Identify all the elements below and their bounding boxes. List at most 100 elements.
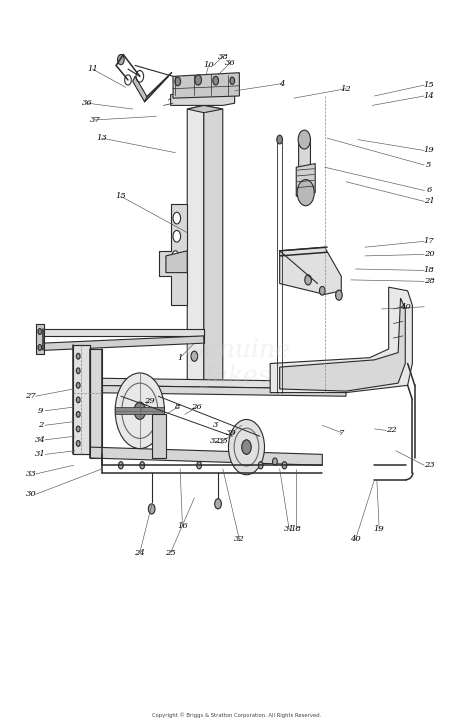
Text: 1: 1	[177, 353, 183, 362]
Text: Genuine
Jakes: Genuine Jakes	[184, 339, 290, 388]
Polygon shape	[43, 336, 204, 350]
Circle shape	[76, 353, 80, 359]
Polygon shape	[187, 105, 204, 393]
Text: 15: 15	[424, 81, 434, 89]
Circle shape	[282, 462, 287, 469]
Text: 6: 6	[426, 186, 432, 195]
Text: 12: 12	[341, 84, 351, 93]
Circle shape	[273, 458, 277, 465]
Polygon shape	[270, 287, 412, 393]
Circle shape	[118, 55, 124, 65]
Text: 31: 31	[284, 525, 294, 534]
Circle shape	[76, 382, 80, 388]
Text: 27: 27	[26, 392, 36, 401]
Text: 31: 31	[35, 450, 46, 459]
Text: 40: 40	[350, 535, 361, 544]
Circle shape	[277, 135, 283, 144]
Polygon shape	[166, 251, 187, 273]
Circle shape	[195, 75, 201, 85]
Polygon shape	[90, 349, 102, 458]
Circle shape	[319, 286, 325, 295]
Circle shape	[76, 411, 80, 417]
Text: 32: 32	[234, 535, 245, 544]
Circle shape	[76, 368, 80, 374]
Text: 26: 26	[191, 403, 202, 411]
Text: 24: 24	[135, 548, 145, 557]
Text: 36: 36	[82, 99, 93, 108]
Circle shape	[175, 77, 181, 86]
Text: 3: 3	[213, 421, 219, 430]
Circle shape	[228, 419, 264, 475]
Polygon shape	[90, 447, 322, 465]
Text: 39: 39	[226, 428, 237, 437]
Circle shape	[76, 397, 80, 403]
Text: 30: 30	[26, 490, 36, 499]
Text: 18: 18	[291, 525, 301, 534]
Text: 36: 36	[225, 59, 235, 68]
Text: 8: 8	[175, 403, 181, 411]
Circle shape	[76, 426, 80, 432]
Polygon shape	[43, 329, 204, 336]
Polygon shape	[85, 385, 346, 396]
Circle shape	[242, 440, 251, 454]
Text: 11: 11	[87, 65, 98, 73]
Circle shape	[297, 180, 314, 206]
Circle shape	[38, 345, 42, 350]
Text: 21: 21	[424, 197, 434, 206]
Text: 23: 23	[424, 461, 434, 470]
Circle shape	[38, 329, 42, 334]
Circle shape	[172, 251, 179, 261]
Circle shape	[140, 462, 145, 469]
Circle shape	[258, 462, 263, 469]
Text: 15: 15	[116, 192, 126, 201]
Text: 9: 9	[37, 406, 43, 415]
Text: 2: 2	[37, 421, 43, 430]
Text: 29: 29	[144, 397, 155, 406]
Text: Copyright © Briggs & Stratton Corporation. All Rights Reserved.: Copyright © Briggs & Stratton Corporatio…	[152, 712, 322, 718]
Text: 5: 5	[426, 161, 432, 169]
Circle shape	[76, 441, 80, 446]
Circle shape	[230, 77, 235, 84]
Circle shape	[305, 275, 311, 285]
Polygon shape	[73, 345, 90, 454]
Text: 18: 18	[424, 266, 434, 275]
Circle shape	[298, 130, 310, 149]
Circle shape	[173, 212, 181, 224]
Circle shape	[148, 504, 155, 514]
Text: 28: 28	[424, 277, 434, 286]
Circle shape	[118, 462, 123, 469]
Polygon shape	[296, 164, 315, 196]
Polygon shape	[187, 105, 223, 113]
Text: 33: 33	[26, 470, 36, 478]
Text: 16: 16	[177, 522, 188, 531]
Text: 14: 14	[424, 92, 434, 100]
Circle shape	[173, 230, 181, 242]
Circle shape	[215, 499, 221, 509]
Polygon shape	[280, 298, 405, 391]
Text: 7: 7	[338, 428, 344, 437]
Text: 38: 38	[218, 52, 228, 61]
Circle shape	[336, 290, 342, 300]
Circle shape	[213, 76, 219, 85]
Polygon shape	[115, 407, 164, 414]
Text: 4: 4	[279, 79, 285, 88]
Polygon shape	[173, 73, 239, 98]
Polygon shape	[152, 414, 166, 458]
Text: 20: 20	[424, 250, 434, 259]
Text: 13: 13	[97, 134, 107, 142]
Circle shape	[197, 462, 201, 469]
Polygon shape	[280, 247, 341, 294]
Text: 37: 37	[90, 116, 100, 124]
Text: 32: 32	[210, 437, 221, 446]
Text: 19: 19	[424, 146, 434, 155]
Text: 25: 25	[165, 548, 176, 557]
Text: 35: 35	[218, 437, 228, 446]
Polygon shape	[171, 91, 235, 105]
Polygon shape	[133, 76, 147, 102]
Circle shape	[203, 381, 209, 390]
Polygon shape	[299, 140, 310, 167]
Polygon shape	[85, 378, 346, 389]
Circle shape	[191, 351, 198, 361]
Text: 22: 22	[386, 426, 396, 435]
Circle shape	[115, 373, 164, 449]
